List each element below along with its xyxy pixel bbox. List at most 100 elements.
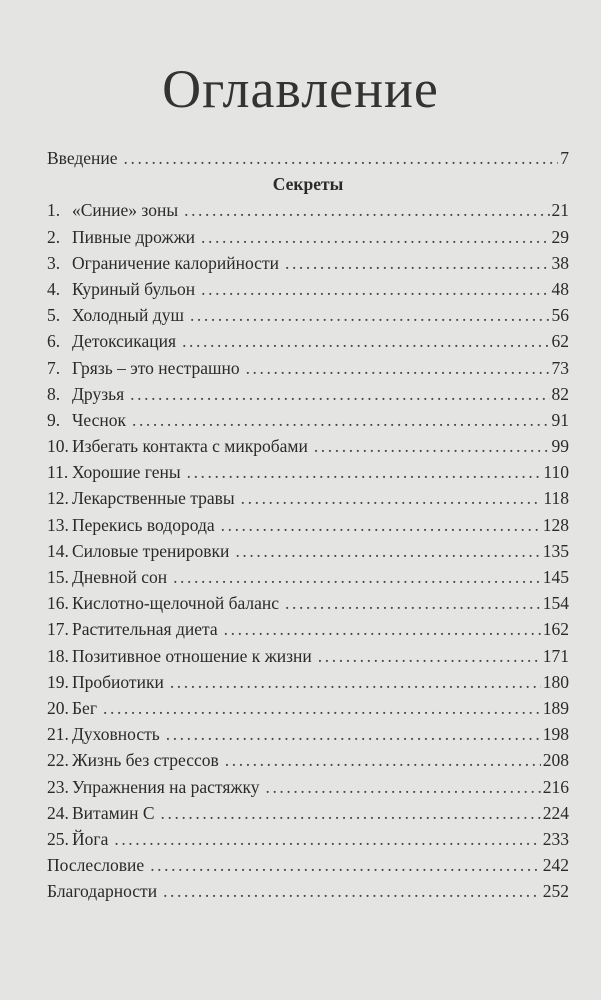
dot-leader: ........................................… [160, 802, 541, 823]
dot-leader: ........................................… [220, 514, 541, 535]
toc-entry[interactable]: 2. Пивные дрожжи.........................… [47, 224, 569, 250]
entry-number: 7. [47, 357, 61, 378]
entry-number: 14. [47, 540, 69, 561]
entry-page: 48 [551, 278, 570, 299]
dot-leader: ........................................… [182, 331, 549, 352]
toc-entry[interactable]: 6. Детоксикация..........................… [47, 328, 569, 354]
entry-page: 21 [551, 200, 570, 221]
dot-leader: ........................................… [201, 226, 550, 247]
entry-number: 13. [47, 514, 69, 535]
entry-label: Куриный бульон [72, 278, 196, 299]
toc-entry[interactable]: 5. Холодный душ..........................… [47, 302, 569, 328]
toc-entry[interactable]: Послесловие.............................… [47, 852, 569, 878]
entry-number: 15. [47, 567, 69, 587]
entry-page: 180 [542, 671, 569, 692]
entry-number: 24. [47, 802, 69, 823]
toc-entry[interactable]: 1. «Синие» зоны..........................… [47, 197, 569, 223]
entry-page: 208 [542, 750, 569, 771]
toc-entry[interactable]: 3. Ограничение калорийности..............… [47, 250, 569, 276]
entry-number: 11. [47, 462, 69, 483]
dot-leader: ........................................… [163, 881, 541, 902]
section-heading: Секреты [272, 174, 344, 195]
entry-label: Позитивное отношение к жизни [72, 645, 312, 666]
entry-number: 8. [47, 383, 61, 404]
entry-page: 233 [542, 828, 569, 849]
entry-page: 198 [542, 724, 569, 745]
entry-number: 10. [47, 436, 69, 457]
toc-entry[interactable]: 24. Витамин С............................… [47, 800, 569, 826]
entry-page: 29 [551, 226, 570, 247]
entry-number: 12. [47, 488, 69, 509]
dot-leader: ........................................… [265, 776, 540, 797]
entry-label: Кислотно-щелочной баланс [72, 593, 280, 614]
toc-entry[interactable]: 15. Дневной сон..........................… [47, 564, 569, 590]
toc-entry[interactable]: 25. Йога.................................… [47, 826, 569, 852]
toc-entry[interactable]: 21. Духовность...........................… [47, 721, 569, 747]
entry-number: 19. [47, 671, 69, 692]
dot-leader: ........................................… [186, 462, 542, 483]
entry-label: Перекись водорода [72, 514, 215, 535]
toc-entry[interactable]: 20. Бег..................................… [47, 695, 569, 721]
dot-leader: ........................................… [114, 828, 541, 849]
dot-leader: ........................................… [201, 278, 550, 299]
toc-entry[interactable]: 16. Кислотно-щелочной баланс.............… [47, 590, 569, 616]
toc-entry[interactable]: 7. Грязь – это нестрашно.................… [47, 355, 569, 381]
dot-leader: ........................................… [103, 697, 541, 718]
entry-number: 23. [47, 776, 69, 797]
page-title: Оглавление [162, 59, 439, 119]
entry-number: 17. [47, 619, 69, 640]
entry-label: Пробиотики [72, 671, 164, 692]
table-of-contents: Введение ...............................… [47, 145, 569, 904]
entry-page: 135 [542, 540, 569, 561]
entry-label: Послесловие [47, 855, 145, 876]
dot-leader: ........................................… [189, 305, 550, 326]
toc-entry[interactable]: 10. Избегать контакта с микробами........… [47, 433, 569, 459]
entry-label: Введение [47, 148, 118, 168]
toc-entry[interactable]: 4. Куриный бульон........................… [47, 276, 569, 302]
entry-number: 20. [47, 697, 69, 718]
entry-number: 25. [47, 828, 69, 849]
entry-label: Жизнь без стрессов [72, 750, 219, 771]
toc-entry[interactable]: 9. Чеснок................................… [47, 407, 569, 433]
entry-label: Йога [72, 828, 109, 849]
toc-entry[interactable]: 19. Пробиотики...........................… [47, 669, 569, 695]
entry-page: 252 [542, 881, 569, 902]
toc-entry[interactable]: 18. Позитивное отношение к жизни.........… [47, 643, 569, 669]
toc-entry[interactable]: 8. Друзья................................… [47, 381, 569, 407]
dot-leader: ........................................… [317, 645, 541, 666]
entry-page: 99 [551, 436, 570, 457]
toc-entry[interactable]: 11. Хорошие гены.........................… [47, 459, 569, 485]
entry-page: 216 [542, 776, 569, 797]
toc-entry[interactable]: 13. Перекись водорода....................… [47, 512, 569, 538]
entry-number: 9. [47, 409, 61, 430]
entry-number: 22. [47, 750, 69, 771]
toc-entry[interactable]: 17. Растительная диета...................… [47, 616, 569, 642]
entry-page: 242 [542, 855, 569, 876]
entry-number: 5. [47, 305, 61, 326]
toc-entry[interactable]: 23. Упражнения на растяжку...............… [47, 774, 569, 800]
toc-entry[interactable]: Благодарности...........................… [47, 878, 569, 904]
entry-label: Лекарственные травы [72, 488, 235, 509]
entry-number: 3. [47, 252, 61, 273]
dot-leader: ........................................… [223, 619, 541, 640]
entry-page: 110 [543, 462, 569, 483]
dot-leader: ........................................… [285, 593, 541, 614]
dot-leader: ........................................… [184, 200, 549, 221]
entry-number: 4. [47, 278, 61, 299]
dot-leader: ........................................… [123, 148, 559, 168]
toc-entry[interactable]: 14. Силовые тренировки...................… [47, 538, 569, 564]
entry-number: 6. [47, 331, 61, 352]
dot-leader: ........................................… [165, 724, 541, 745]
toc-entry-intro[interactable]: Введение ...............................… [47, 145, 569, 171]
entry-page: 162 [542, 619, 569, 640]
entry-label: Силовые тренировки [72, 540, 230, 561]
toc-entry[interactable]: 12. Лекарственные травы..................… [47, 485, 569, 511]
toc-entry[interactable]: 22. Жизнь без стрессов...................… [47, 747, 569, 773]
entry-page: 189 [542, 697, 569, 718]
entry-page: 91 [551, 409, 570, 430]
entry-label: Витамин С [72, 802, 155, 823]
entry-page: 224 [542, 802, 569, 823]
entry-label: Растительная диета [72, 619, 218, 640]
entry-page: 38 [551, 252, 570, 273]
entry-label: Чеснок [72, 409, 126, 430]
